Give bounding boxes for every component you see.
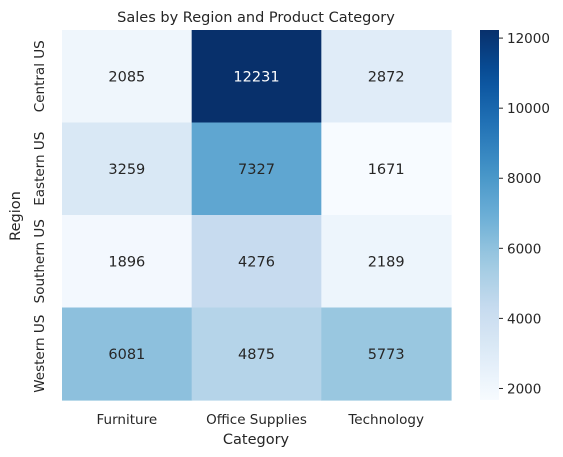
heatmap-cell [191, 307, 322, 401]
cell-value-label: 6081 [108, 347, 145, 363]
cell-value-label: 3259 [108, 162, 145, 178]
heatmap-cell [62, 122, 193, 216]
heatmap-cell [62, 307, 193, 401]
heatmap-cell [191, 122, 322, 216]
y-tick-label: Eastern US [32, 132, 48, 206]
y-axis-label: Region [8, 191, 24, 241]
heatmap-cell [62, 215, 193, 309]
cell-value-label: 7327 [238, 162, 275, 178]
chart-title: Sales by Region and Product Category [117, 10, 395, 26]
colorbar-tick-label: 2000 [507, 381, 541, 397]
colorbar-ticks: 2000 4000 6000 8000 10000 12000 [499, 31, 550, 397]
heatmap-cell [191, 30, 322, 124]
heatmap-cell [321, 215, 452, 309]
colorbar-tick-label: 6000 [507, 241, 541, 257]
heatmap-cell [191, 215, 322, 309]
colorbar-tick-label: 12000 [507, 31, 550, 47]
cell-value-label: 5773 [368, 347, 405, 363]
cell-value-label: 4875 [238, 347, 275, 363]
colorbar-tick-label: 10000 [507, 101, 550, 117]
cell-value-label: 2085 [108, 69, 145, 85]
heatmap-cell [62, 30, 193, 124]
x-tick-label: Technology [347, 412, 424, 428]
y-tick-label: Southern US [32, 219, 48, 303]
cell-value-label: 2872 [368, 69, 405, 85]
cell-value-label: 12231 [233, 69, 279, 85]
cell-value-label: 4276 [238, 254, 275, 270]
heatmap-cells: 2085 12231 2872 3259 7327 1671 1896 4276 2189 608… [62, 30, 452, 401]
cell-value-label: 1671 [368, 162, 405, 178]
x-axis-label: Category [223, 432, 290, 448]
y-tick-label: Central US [32, 40, 48, 112]
heatmap-cell [321, 307, 452, 401]
colorbar-tick-label: 8000 [507, 171, 541, 187]
y-tick-label: Western US [32, 315, 48, 393]
heatmap-cell [321, 30, 452, 124]
colorbar-tick-label: 4000 [507, 311, 541, 327]
cell-value-label: 1896 [108, 254, 145, 270]
heatmap-cell [321, 122, 452, 216]
x-tick-labels: Furniture Office Supplies Technology [97, 412, 424, 428]
colorbar [480, 30, 499, 400]
x-tick-label: Office Supplies [206, 412, 307, 428]
cell-value-label: 2189 [368, 254, 405, 270]
x-tick-label: Furniture [97, 412, 158, 428]
y-tick-labels: Central US Eastern US Southern US Western U… [32, 40, 48, 393]
